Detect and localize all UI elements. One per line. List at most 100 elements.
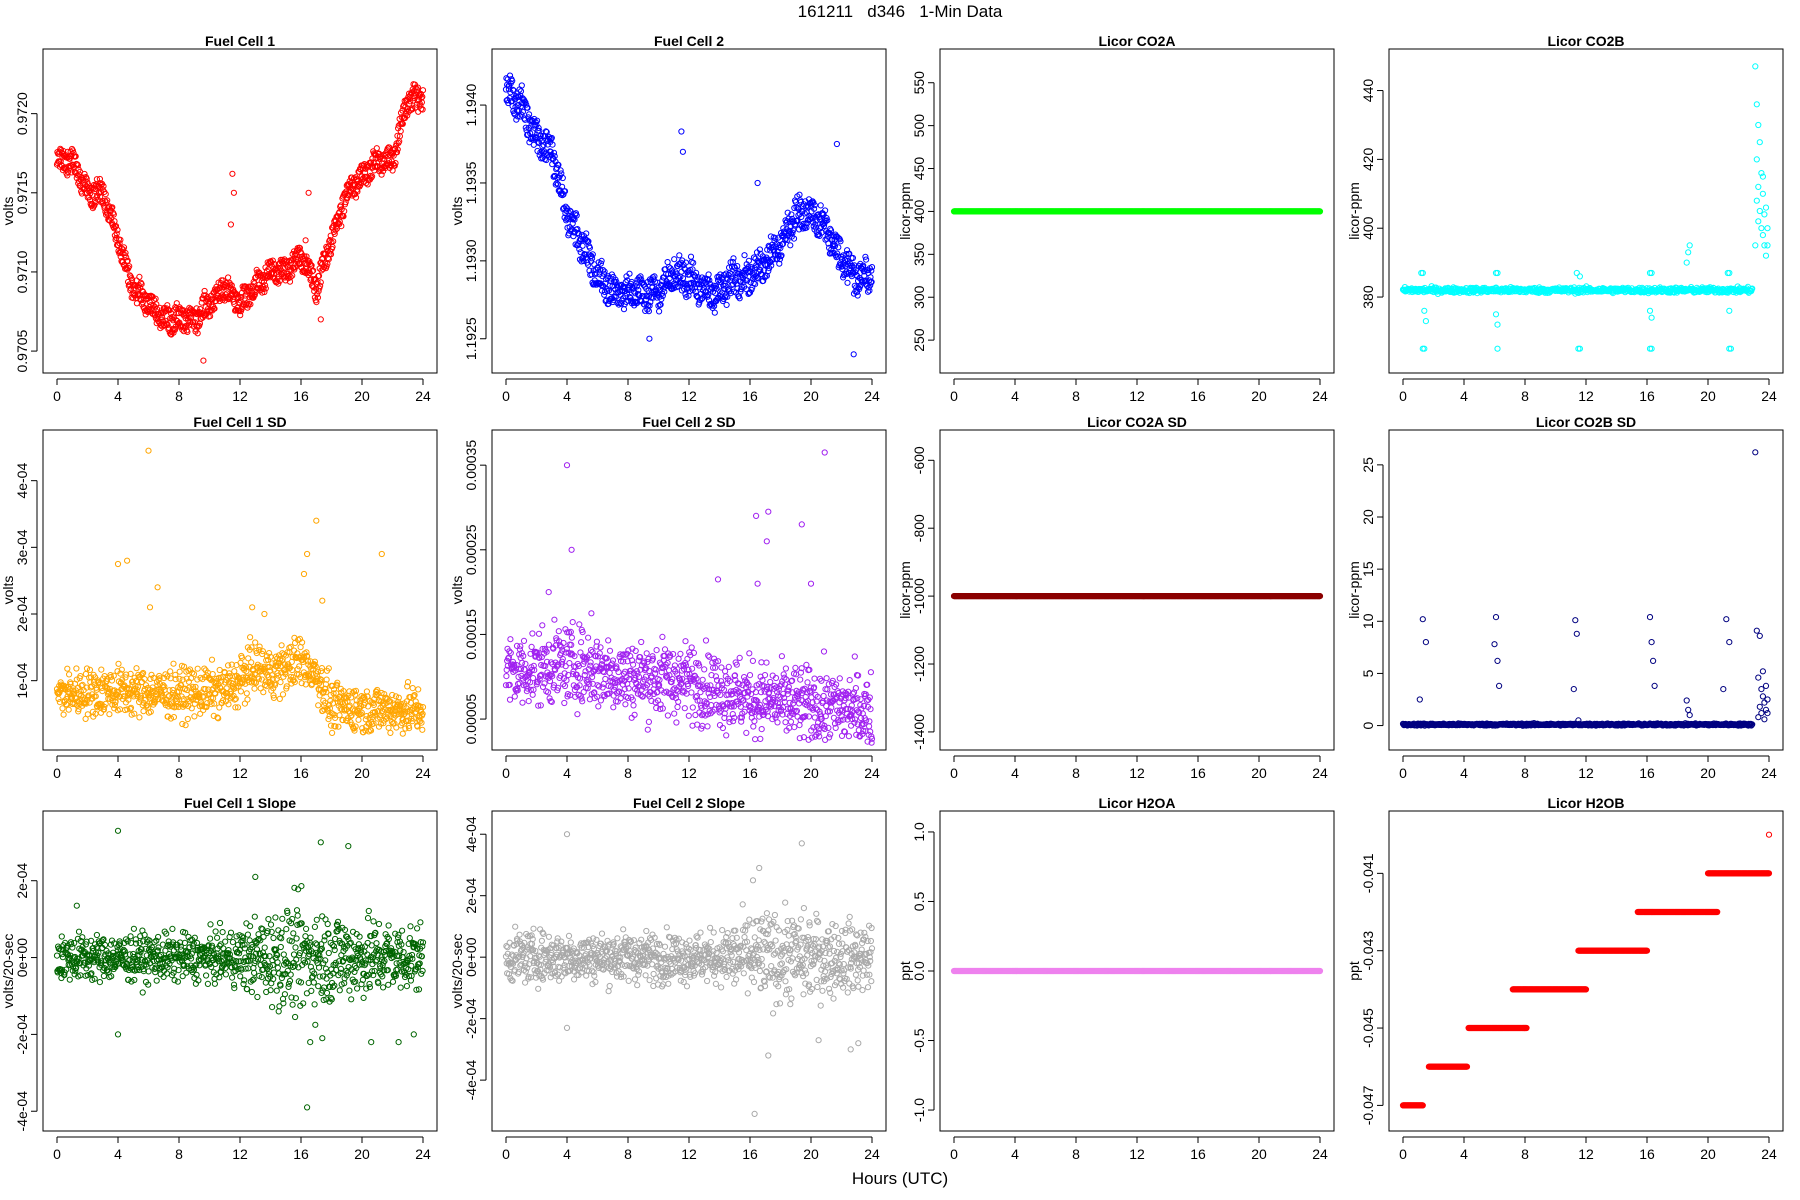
data-point (337, 202, 344, 209)
data-point (419, 726, 426, 733)
data-point (112, 698, 119, 705)
data-point (507, 649, 514, 657)
data-point (549, 141, 556, 148)
data-point (102, 191, 109, 198)
y-tick-label: 350 (911, 242, 927, 266)
data-point (311, 661, 318, 668)
data-point (282, 670, 289, 678)
data-point (141, 676, 148, 683)
data-point (237, 688, 244, 695)
data-point (1646, 307, 1654, 314)
data-point (407, 98, 414, 105)
data-point (274, 662, 281, 670)
data-point (397, 128, 404, 135)
data-point (317, 282, 324, 290)
data-point (73, 665, 80, 672)
data-point (689, 266, 696, 273)
data-point (329, 729, 336, 737)
data-point (247, 301, 254, 308)
data-point (159, 692, 166, 700)
data-point (252, 679, 259, 687)
data-point (770, 243, 777, 251)
data-point (1422, 318, 1430, 325)
data-point (277, 656, 284, 663)
data-point (202, 686, 209, 693)
panel-5: Fuel Cell 1 SD0 4 8 12 16 20 241e-042e-043e-04… (0, 414, 438, 781)
panel-title: Licor CO2A (1098, 33, 1175, 49)
data-point (231, 696, 238, 703)
y-tick-label: 1.1925 (463, 317, 479, 360)
data-point (611, 683, 618, 690)
data-point (543, 658, 551, 665)
data-point (318, 665, 325, 672)
data-point (75, 708, 82, 715)
data-point (524, 104, 531, 111)
data-point (395, 694, 402, 701)
data-point (506, 681, 513, 688)
data-point (182, 323, 189, 330)
data-point (247, 283, 254, 290)
data-point (578, 639, 585, 646)
data-point (736, 295, 743, 302)
y-tick-label: 250 (911, 328, 927, 352)
data-point (124, 257, 131, 264)
data-point (219, 697, 227, 704)
data-point (399, 120, 406, 128)
data-point (182, 722, 189, 729)
data-point (123, 671, 130, 678)
data-point (363, 688, 370, 695)
data-point (64, 665, 71, 672)
y-tick-label: 1.1940 (463, 83, 479, 126)
data-point (841, 271, 848, 278)
data-point (330, 238, 337, 245)
data-point (348, 712, 355, 719)
data-point (1494, 321, 1501, 328)
data-point (543, 648, 550, 655)
data-point (811, 205, 818, 212)
y-tick-label: 420 (1360, 147, 1376, 171)
data-point (561, 670, 568, 677)
data-point (690, 259, 697, 266)
data-point (110, 672, 117, 679)
data-point (392, 160, 399, 167)
x-tick-label: 24 (415, 765, 431, 781)
data-point (830, 233, 838, 240)
data-point (297, 653, 305, 660)
data-point (744, 277, 751, 284)
data-point (197, 710, 204, 717)
data-point (681, 280, 688, 287)
data-point (535, 124, 542, 132)
plot-frame (42, 429, 438, 751)
data-point (415, 686, 422, 693)
data-point (1759, 173, 1767, 180)
data-point (613, 278, 620, 286)
data-point (276, 277, 283, 284)
data-point (581, 671, 588, 679)
data-point (503, 673, 510, 680)
data-point (834, 250, 841, 257)
data-point (817, 202, 824, 209)
data-point (344, 718, 351, 725)
data-point (597, 644, 604, 651)
data-point (394, 146, 401, 153)
data-point (251, 671, 258, 678)
data-point (367, 726, 374, 733)
data-point (282, 652, 290, 659)
data-point (539, 683, 547, 691)
data-point (300, 653, 307, 661)
series-points (53, 447, 427, 737)
data-point (59, 705, 66, 712)
data-point (117, 236, 124, 243)
data-point (238, 654, 246, 661)
data-point (1753, 197, 1760, 204)
data-point (1576, 273, 1584, 280)
x-tick-label: 8 (624, 388, 632, 404)
data-point (332, 723, 339, 730)
data-point (270, 692, 277, 699)
data-point (111, 701, 119, 709)
data-point (1727, 345, 1735, 352)
data-point (560, 191, 567, 198)
data-point (591, 271, 599, 278)
data-point (369, 173, 376, 180)
